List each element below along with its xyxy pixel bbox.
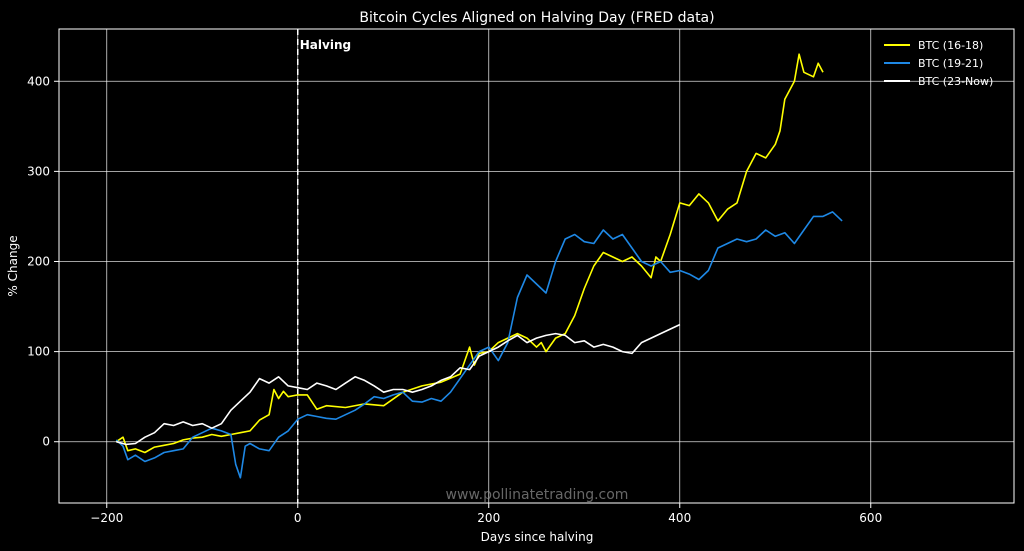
y-tick-label: 100 [27, 345, 50, 359]
series-line-2 [115, 211, 843, 479]
series-group [115, 53, 843, 479]
legend: BTC (16-18) BTC (19-21) BTC (23-Now) [884, 39, 993, 88]
legend-label: BTC (19-21) [918, 57, 983, 70]
watermark: www.pollinatetrading.com [446, 487, 629, 503]
x-tick-label: 200 [477, 511, 500, 525]
y-tick-label: 400 [27, 74, 50, 88]
legend-label: BTC (16-18) [918, 39, 983, 52]
x-tick-label: 0 [294, 511, 302, 525]
y-tick-label: 300 [27, 164, 50, 178]
chart-title: Bitcoin Cycles Aligned on Halving Day (F… [359, 10, 714, 26]
y-axis-label: % Change [6, 235, 20, 296]
plot-frame [58, 28, 1015, 504]
x-tick-label: 600 [859, 511, 882, 525]
y-tick-label: 0 [42, 435, 50, 449]
y-tick-label: 200 [27, 254, 50, 268]
halving-annotation: Halving [297, 29, 351, 503]
x-tick-label: 400 [668, 511, 691, 525]
x-axis-label: Days since halving [481, 530, 594, 544]
grid [59, 29, 1014, 503]
x-tick-label: −200 [90, 511, 123, 525]
series-line-1 [115, 53, 824, 454]
legend-label: BTC (23-Now) [918, 75, 993, 88]
series-line-3 [116, 323, 681, 446]
halving-label: Halving [300, 38, 351, 52]
axis-ticks: −200 0 200 400 600 0 100 200 300 400 [27, 74, 882, 525]
